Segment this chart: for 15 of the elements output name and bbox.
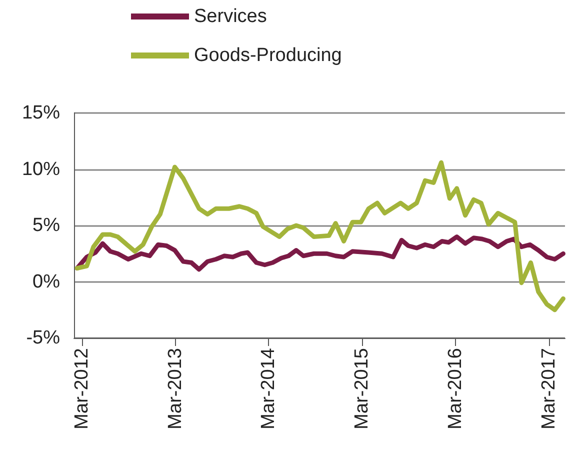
x-tick-label: Mar-2016 — [445, 348, 466, 430]
legend-label: Services — [194, 6, 267, 27]
line-series — [74, 234, 566, 272]
x-tick-label: Mar-2014 — [258, 348, 280, 430]
x-tick-label: Mar-2015 — [351, 348, 372, 430]
y-tick-label: 10% — [22, 158, 60, 180]
y-tick-label: 0% — [32, 271, 60, 292]
x-tick-label: Mar-2012 — [71, 348, 92, 430]
y-tick-label: 15% — [22, 102, 60, 124]
y-tick-label: 5% — [32, 215, 60, 236]
line-series — [74, 160, 566, 312]
y-tick-label: -5% — [26, 328, 60, 348]
x-tick-label: Mar-2017 — [538, 348, 560, 430]
x-tick-label: Mar-2013 — [164, 348, 186, 430]
legend-label: Goods-Producing — [194, 45, 342, 66]
